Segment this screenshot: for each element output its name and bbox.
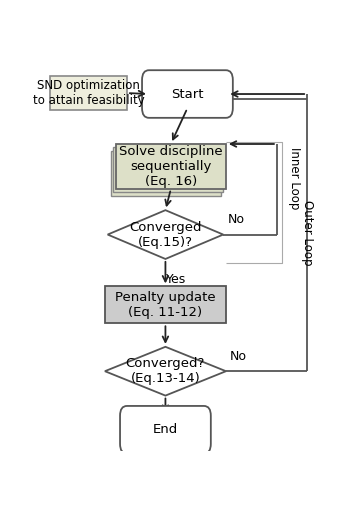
Text: SND optimization
to attain feasibility: SND optimization to attain feasibility	[33, 79, 144, 107]
Text: Converged
(Eq.15)?: Converged (Eq.15)?	[129, 221, 202, 248]
Text: Yes: Yes	[169, 409, 189, 422]
Bar	[105, 286, 226, 323]
FancyBboxPatch shape	[142, 70, 233, 118]
Bar	[114, 148, 224, 192]
Text: Solve discipline
sequentially
(Eq. 16): Solve discipline sequentially (Eq. 16)	[119, 144, 223, 188]
Text: Start: Start	[171, 88, 204, 100]
Bar	[116, 144, 226, 189]
Bar	[50, 77, 127, 110]
Text: Penalty update
(Eq. 11-12): Penalty update (Eq. 11-12)	[115, 291, 216, 319]
Polygon shape	[108, 210, 223, 259]
Text: No: No	[230, 350, 247, 363]
Text: Converged?
(Eq.13-14): Converged? (Eq.13-14)	[126, 357, 205, 385]
Text: End: End	[153, 423, 178, 436]
Polygon shape	[105, 347, 226, 395]
Text: No: No	[227, 213, 244, 226]
Text: Yes: Yes	[166, 273, 187, 285]
Text: Outer Loop: Outer Loop	[301, 200, 313, 265]
FancyBboxPatch shape	[120, 406, 211, 454]
Text: Inner Loop: Inner Loop	[288, 147, 301, 209]
Bar	[111, 151, 221, 196]
